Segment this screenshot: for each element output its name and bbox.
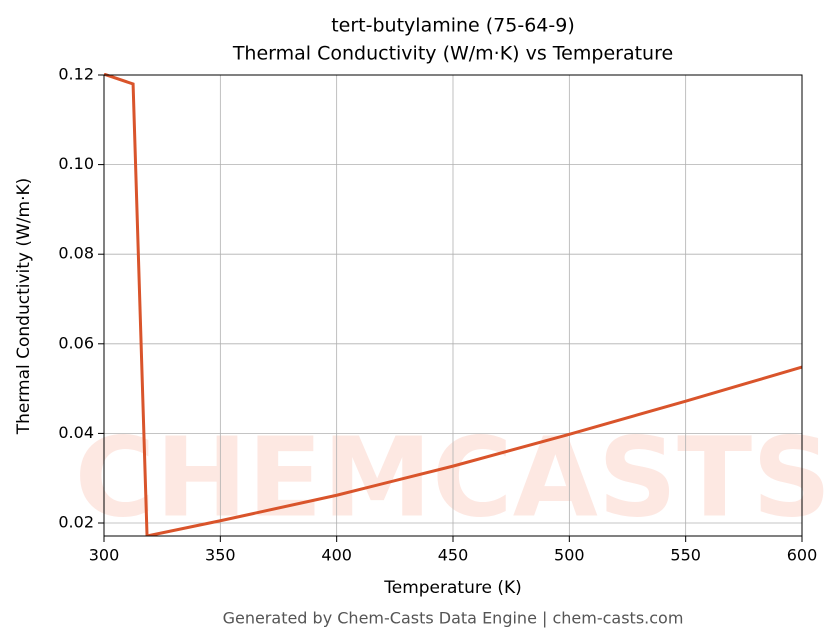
y-tick-label: 0.10 [58,154,94,173]
chart-subtitle: Thermal Conductivity (W/m·K) vs Temperat… [232,43,673,65]
x-axis-label: Temperature (K) [383,578,522,598]
x-tick-label: 550 [670,546,701,565]
y-tick-label: 0.08 [58,244,94,263]
y-tick-label: 0.06 [58,333,94,352]
plot-frame [103,74,803,537]
y-axis-label: Thermal Conductivity (W/m·K) [14,178,34,436]
x-tick-label: 400 [321,546,352,565]
x-tick-label: 450 [438,546,469,565]
y-tick-label: 0.02 [58,513,94,532]
x-tick-label: 500 [554,546,585,565]
x-tick-label: 300 [89,546,120,565]
y-tick-label: 0.04 [58,423,94,442]
footer: Generated by Chem-Casts Data Engine | ch… [223,609,684,628]
chart-title: tert-butylamine (75-64-9) [331,15,575,37]
y-tick-label: 0.12 [58,65,94,84]
x-tick-label: 350 [205,546,236,565]
data-line [104,73,802,536]
x-tick-label: 600 [787,546,818,565]
